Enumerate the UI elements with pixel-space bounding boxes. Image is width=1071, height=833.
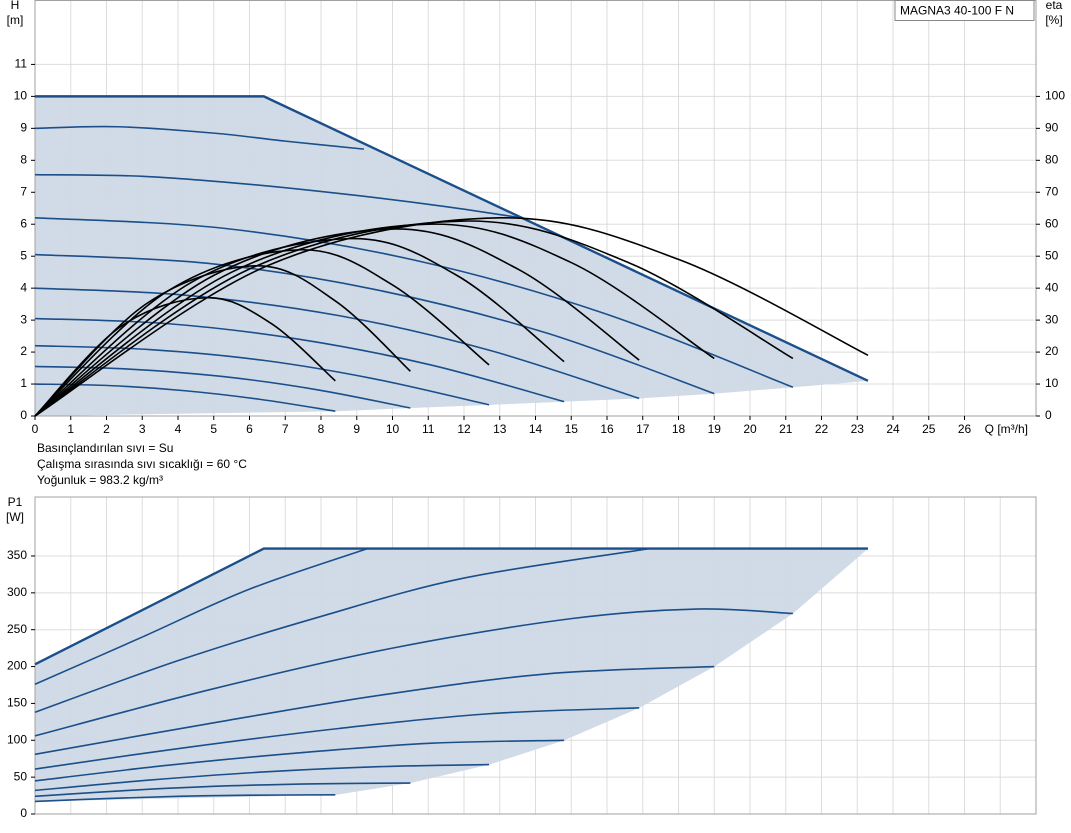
annotation: Basınçlandırılan sıvı = Su [37,441,173,455]
y2-tick-label: 50 [1045,248,1059,262]
y-tick-label: 1 [20,376,27,390]
curve [34,547,868,666]
curve [34,383,336,412]
y2-tick-label: 90 [1045,121,1059,135]
x-tick-label: 11 [422,422,435,436]
curve [34,707,640,770]
x-tick-label: 15 [565,422,579,436]
y2-tick-label: 30 [1045,312,1059,326]
y-tick-label: 3 [20,312,27,326]
y-tick-label: 5 [20,248,27,262]
y-tick-label: 200 [7,659,27,673]
y-tick-label: 7 [20,184,27,198]
y-tick-label: 0 [20,408,27,422]
x-tick-label: 10 [386,422,400,436]
x-tick-label: 21 [779,422,793,436]
y-tick-label: 10 [14,89,28,103]
x-tick-label: 6 [246,422,253,436]
curve [34,317,565,403]
x-tick-label: 0 [32,422,39,436]
efficiency-curve [34,220,794,417]
x-tick-label: 26 [958,422,972,436]
y-tick-label: 250 [7,622,27,636]
x-tick-label: 16 [600,422,614,436]
x-tick-label: 1 [67,422,74,436]
annotation: Çalışma sırasında sıvı sıcaklığı = 60 °C [37,457,247,471]
curve [34,608,793,737]
x-tick-label: 24 [886,422,900,436]
y-tick-label: 6 [20,216,27,230]
y2-tick-label: 20 [1045,344,1059,358]
curve [34,217,794,388]
x-tick-label: 9 [353,422,360,436]
y-tick-label: 350 [7,548,27,562]
x-tick-label: 2 [103,422,110,436]
x-tick-label: 23 [851,422,865,436]
operating-area [35,96,868,416]
x-tick-label: 3 [139,422,146,436]
x-tick-label: 25 [922,422,936,436]
y2-tick-label: 70 [1045,184,1059,198]
y-tick-label: 50 [14,769,28,783]
y2-tick-label: 40 [1045,280,1059,294]
curve [34,365,411,409]
curve [34,763,490,792]
legend-text: MAGNA3 40-100 F N [900,4,1014,18]
y-tick-label: 4 [20,280,27,294]
x-tick-label: 17 [636,422,650,436]
x-tick-label: 13 [493,422,507,436]
legend-box [894,0,1035,21]
efficiency-curve [34,248,490,417]
curve [34,125,364,150]
curve [34,739,565,782]
y2-label: [%] [1045,13,1062,27]
curve [34,794,336,803]
y2-tick-label: 60 [1045,216,1059,230]
x-label: Q [m³/h] [985,422,1028,436]
efficiency-curve [34,217,869,417]
y-tick-label: 9 [20,121,27,135]
y2-tick-label: 100 [1045,89,1065,103]
curve [34,782,411,798]
x-tick-label: 5 [210,422,217,436]
x-tick-label: 20 [743,422,757,436]
y-label: [W] [6,510,24,524]
y2-label: eta [1046,0,1063,12]
y2-tick-label: 10 [1045,376,1059,390]
y-label: P1 [8,495,23,509]
efficiency-curve [34,296,336,417]
curve [34,344,490,406]
x-tick-label: 14 [529,422,543,436]
y-tick-label: 2 [20,344,27,358]
curve [34,253,715,395]
plot-frame [34,496,1037,815]
y-tick-label: 11 [15,57,28,71]
y-label: [m] [7,13,24,27]
y-tick-label: 100 [7,732,27,746]
x-tick-label: 22 [815,422,829,436]
curve [34,547,368,685]
y-tick-label: 300 [7,585,27,599]
x-tick-label: 7 [282,422,289,436]
y2-tick-label: 80 [1045,152,1059,166]
y-tick-label: 8 [20,152,27,166]
curve [35,95,869,382]
x-tick-label: 19 [708,422,722,436]
efficiency-curve [34,264,411,417]
operating-area [35,548,868,802]
y2-tick-label: 0 [1045,408,1052,422]
curve [34,287,640,400]
x-tick-label: 12 [457,422,471,436]
curve [34,547,651,714]
curve [34,173,522,219]
x-tick-label: 18 [672,422,686,436]
y-tick-label: 150 [7,696,27,710]
y-tick-label: 0 [20,806,27,820]
x-tick-label: 8 [318,422,325,436]
x-tick-label: 4 [175,422,182,436]
y-label: H [11,0,20,12]
curve [34,665,715,756]
annotation: Yoğunluk = 983.2 kg/m³ [37,473,163,487]
